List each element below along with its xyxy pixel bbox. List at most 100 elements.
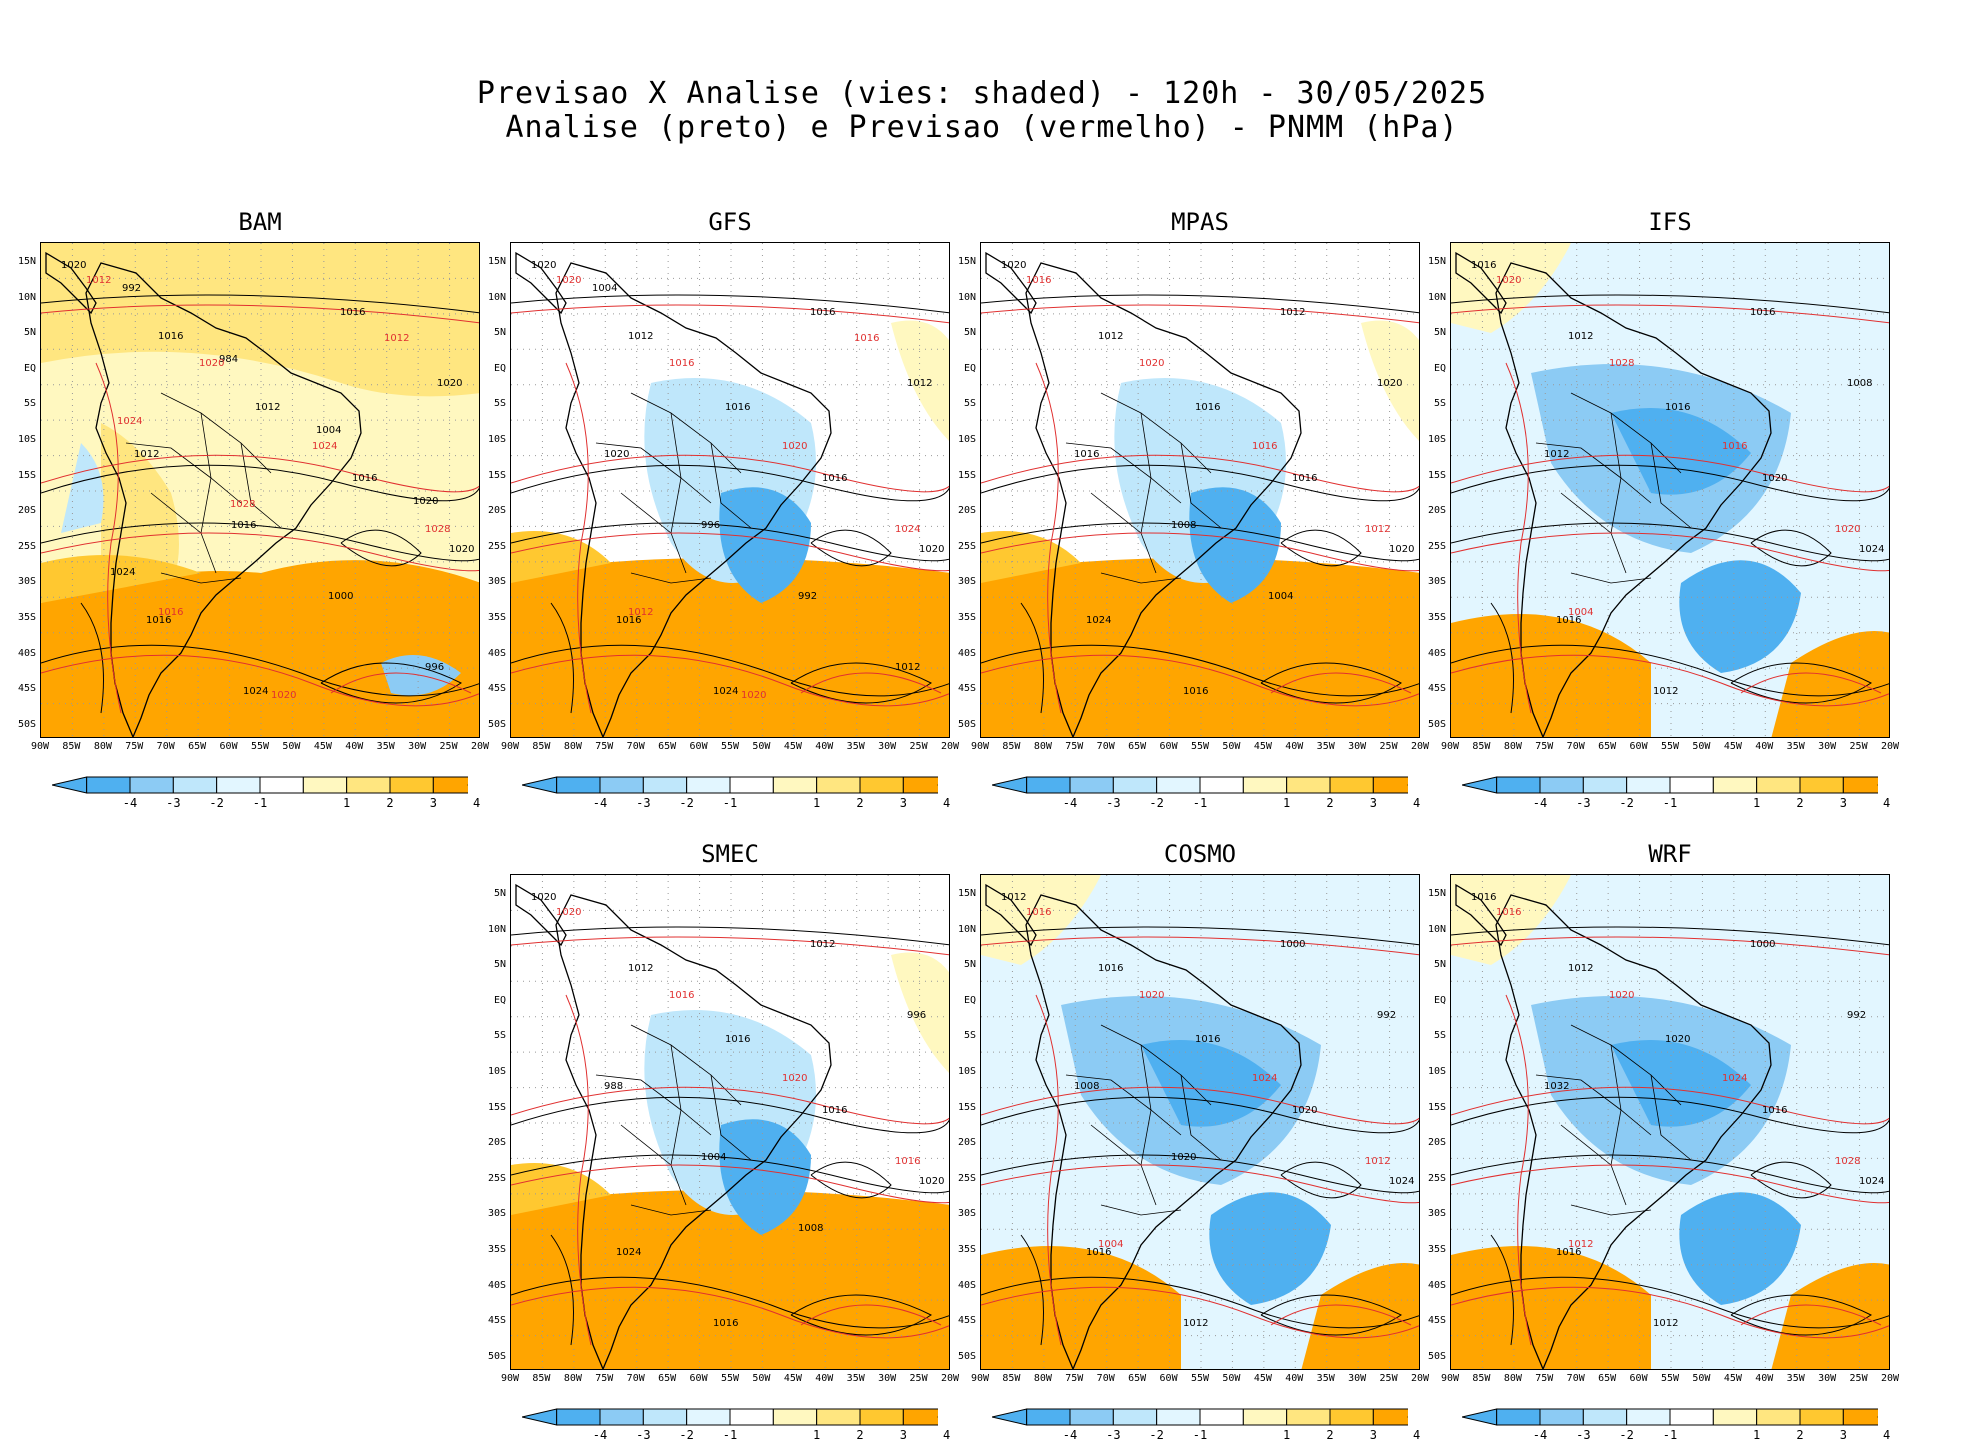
lon-tick-label: 20W bbox=[940, 1373, 960, 1384]
colorbar-segment bbox=[1286, 776, 1331, 794]
analysis-label: 1012 bbox=[1098, 331, 1123, 342]
analysis-label: 1024 bbox=[1859, 1176, 1884, 1187]
lat-tick-label: 5S bbox=[23, 398, 36, 410]
analysis-label: 1000 bbox=[1750, 939, 1775, 950]
colorbar-segment bbox=[1496, 776, 1541, 794]
country-border bbox=[1650, 1074, 1692, 1161]
forecast-isobar bbox=[981, 1286, 1419, 1339]
colorbar-label: -4 bbox=[592, 1428, 608, 1442]
lon-tick-label: 25W bbox=[1379, 741, 1398, 752]
colorbar-label: -2 bbox=[1149, 796, 1164, 810]
forecast-isobar bbox=[1505, 362, 1532, 714]
lat-tick-label: 20S bbox=[487, 1137, 506, 1149]
analysis-label: 1024 bbox=[713, 686, 738, 697]
lon-tick-label: 65W bbox=[1598, 1373, 1617, 1384]
forecast-isobar bbox=[511, 654, 949, 707]
forecast-isobar bbox=[981, 936, 1419, 956]
forecast-label: 1024 bbox=[1252, 1073, 1277, 1084]
analysis-isobar bbox=[1451, 926, 1889, 946]
lon-tick-label: 20W bbox=[940, 741, 960, 752]
analysis-isobar bbox=[1020, 602, 1044, 714]
forecast-isobar bbox=[1035, 994, 1062, 1346]
country-border bbox=[1100, 572, 1182, 584]
forecast-label: 1020 bbox=[199, 358, 224, 369]
analysis-label: 1016 bbox=[1556, 615, 1581, 626]
lon-tick-label: 90W bbox=[30, 741, 50, 752]
colorbar: -4 -3 -2 -1 1 2 3 4 bbox=[991, 1407, 1420, 1442]
forecast-isobar bbox=[981, 654, 1419, 707]
lon-tick-label: 50W bbox=[1692, 741, 1711, 752]
lon-tick-label: 80W bbox=[563, 1373, 582, 1384]
country-border bbox=[1065, 442, 1182, 504]
analysis-isobar bbox=[550, 1234, 574, 1346]
lon-tick-label: 90W bbox=[970, 741, 990, 752]
coastline-south-america bbox=[555, 262, 832, 737]
lat-tick-label: 45S bbox=[487, 683, 506, 695]
colorbar-end-left bbox=[521, 1408, 558, 1426]
forecast-label: 1016 bbox=[669, 990, 694, 1001]
analysis-isobar bbox=[1280, 1161, 1362, 1199]
colorbar-segment bbox=[1112, 776, 1158, 794]
country-border bbox=[710, 1074, 752, 1161]
lon-tick-label: 90W bbox=[1440, 1373, 1460, 1384]
lon-tick-label: 25W bbox=[1849, 1373, 1868, 1384]
country-border bbox=[150, 492, 202, 534]
colorbar-segment bbox=[1842, 776, 1888, 794]
analysis-label: 1020 bbox=[61, 260, 86, 271]
colorbar-segment bbox=[859, 776, 904, 794]
forecast-label: 1012 bbox=[1365, 524, 1390, 535]
country-border bbox=[630, 1024, 742, 1106]
analysis-label: 1012 bbox=[628, 331, 653, 342]
colorbar-segment bbox=[1539, 1408, 1584, 1426]
analysis-isobar bbox=[511, 1154, 949, 1194]
colorbar-segment bbox=[642, 1408, 688, 1426]
lat-tick-label: 30S bbox=[17, 576, 36, 588]
lon-tick-label: 30W bbox=[1818, 741, 1837, 752]
forecast-label: 1020 bbox=[1139, 358, 1164, 369]
colorbar-segment bbox=[1026, 776, 1071, 794]
colorbar: -4 -3 -2 -1 1 2 3 4 bbox=[1461, 775, 1890, 810]
analysis-label: 1016 bbox=[1183, 686, 1208, 697]
lat-tick-label: 5S bbox=[493, 398, 506, 410]
analysis-label: 1012 bbox=[1568, 331, 1593, 342]
lat-tick-label: 20S bbox=[957, 1137, 976, 1149]
lat-tick-label: 5S bbox=[493, 1030, 506, 1042]
lon-tick-label: 55W bbox=[1660, 1373, 1680, 1384]
lat-tick-label: 25S bbox=[17, 540, 36, 552]
map-area: 1020 1012 1016 1016 1020 1024 1016 1012 996 988 10… bbox=[510, 874, 950, 1370]
lat-tick-label: 35S bbox=[957, 612, 976, 623]
coastline-south-america bbox=[555, 894, 832, 1369]
figure-title-line2: Analise (preto) e Previsao (vermelho) - … bbox=[505, 110, 1459, 145]
lon-tick-label: 70W bbox=[1566, 741, 1585, 752]
analysis-label: 1016 bbox=[725, 1034, 750, 1045]
colorbar-label: -1 bbox=[1662, 1428, 1678, 1442]
analysis-label: 1020 bbox=[1389, 544, 1414, 555]
analysis-label: 1020 bbox=[437, 378, 462, 389]
lat-tick-label: 35S bbox=[1427, 1244, 1446, 1255]
lon-tick-label: 35W bbox=[376, 741, 395, 752]
colorbar-segment bbox=[556, 776, 601, 794]
colorbar-label: 4 bbox=[1413, 796, 1421, 810]
country-border bbox=[1610, 412, 1627, 574]
colorbar-segment bbox=[556, 1408, 601, 1426]
lat-tick-label: 5N bbox=[23, 327, 36, 339]
lat-tick-label: 45S bbox=[487, 1315, 506, 1327]
analysis-isobar bbox=[550, 602, 574, 714]
lon-tick-label: 55W bbox=[1660, 741, 1680, 752]
lon-tick-label: 30W bbox=[878, 741, 897, 752]
lon-tick-label: 50W bbox=[1222, 1373, 1241, 1384]
lon-tick-label: 55W bbox=[1190, 741, 1210, 752]
colorbar-end-left bbox=[1461, 776, 1498, 794]
lat-tick-label: EQ bbox=[493, 994, 506, 1006]
forecast-isobar bbox=[1505, 994, 1532, 1346]
colorbar-label: -3 bbox=[1106, 1428, 1121, 1442]
forecast-label: 1016 bbox=[895, 1156, 920, 1167]
panel-smec: SMEC 1020 1012 1016 1016 1020 1024 1016 1012 996 9… bbox=[488, 840, 990, 1444]
colorbar-segment bbox=[1842, 1408, 1888, 1426]
lat-tick-label: 30S bbox=[957, 1208, 976, 1220]
lat-tick-label: 10S bbox=[957, 1066, 976, 1077]
lon-tick-label: 20W bbox=[1880, 1373, 1900, 1384]
forecast-label: 1020 bbox=[556, 907, 581, 918]
lon-tick-label: 65W bbox=[1598, 741, 1617, 752]
colorbar-label: -4 bbox=[1532, 1428, 1548, 1442]
